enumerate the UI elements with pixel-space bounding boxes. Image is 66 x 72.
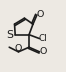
Text: O: O [37, 10, 44, 19]
Text: O: O [15, 44, 22, 53]
Text: O: O [40, 47, 47, 56]
Text: Cl: Cl [39, 34, 48, 43]
Text: S: S [7, 30, 14, 40]
